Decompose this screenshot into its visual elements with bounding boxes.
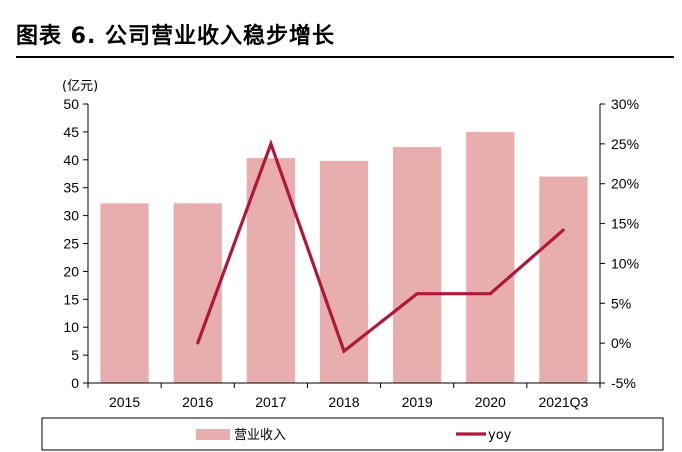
yoy-point-2016 xyxy=(196,341,200,345)
bar-2021Q3 xyxy=(539,176,588,383)
x-tick-label: 2015 xyxy=(109,394,140,410)
right-tick-label: 20% xyxy=(611,176,639,192)
x-tick-label: 2020 xyxy=(475,394,506,410)
yoy-line xyxy=(196,139,565,354)
right-tick-label: 0% xyxy=(611,335,631,351)
right-tick-label: 25% xyxy=(611,136,639,152)
legend: 营业收入 yoy xyxy=(41,417,664,451)
title-rule xyxy=(16,56,674,58)
x-tick-label: 2018 xyxy=(328,394,359,410)
bar-series xyxy=(100,131,588,383)
bar-2015 xyxy=(100,203,149,383)
left-tick-label: 15 xyxy=(63,291,79,307)
left-tick-label: 10 xyxy=(63,319,79,335)
right-tick-label: 10% xyxy=(611,255,639,271)
left-tick-label: 5 xyxy=(71,347,79,363)
x-tick-label: 2019 xyxy=(402,394,433,410)
left-tick-label: 0 xyxy=(71,375,79,391)
bar-2018 xyxy=(319,160,369,383)
left-tick-label: 40 xyxy=(63,152,79,168)
yoy-point-2020 xyxy=(488,292,492,296)
left-tick-label: 20 xyxy=(63,263,79,279)
left-tick-label: 45 xyxy=(63,124,79,140)
yoy-point-2019 xyxy=(415,292,419,296)
right-tick-label: 5% xyxy=(611,295,631,311)
left-tick-label: 50 xyxy=(63,96,79,112)
yoy-point-2018 xyxy=(342,349,346,353)
bar-2019 xyxy=(393,146,442,383)
right-tick-label: -5% xyxy=(611,375,636,391)
yoy-point-2021Q3 xyxy=(562,228,565,232)
legend-frame xyxy=(41,417,664,451)
left-tick-label: 35 xyxy=(63,180,79,196)
bar-2020 xyxy=(466,131,515,383)
legend-swatch-bar xyxy=(196,429,230,440)
left-axis-unit-label: (亿元) xyxy=(62,79,98,94)
yoy-point-2017 xyxy=(269,142,273,146)
x-tick-label: 2021Q3 xyxy=(539,394,589,410)
legend-label-line: yoy xyxy=(488,428,512,443)
right-tick-label: 15% xyxy=(611,216,639,232)
x-tick-label: 2016 xyxy=(182,394,213,410)
x-tick-label: 2017 xyxy=(255,394,286,410)
figure-title: 图表 6. 公司营业收入稳步增长 xyxy=(16,24,335,49)
yoy-series xyxy=(196,139,565,354)
right-tick-label: 30% xyxy=(611,96,639,112)
left-tick-label: 30 xyxy=(63,208,79,224)
bar-2017 xyxy=(246,158,295,383)
axes: 0 5 10 15 20 25 30 35 40 45 50 -5% 0% 5% 10% 15% 20% 25% 3… xyxy=(63,96,639,410)
bar-2016 xyxy=(173,203,222,383)
legend-label-bar: 营业收入 xyxy=(234,428,286,443)
left-tick-label: 25 xyxy=(63,236,79,252)
